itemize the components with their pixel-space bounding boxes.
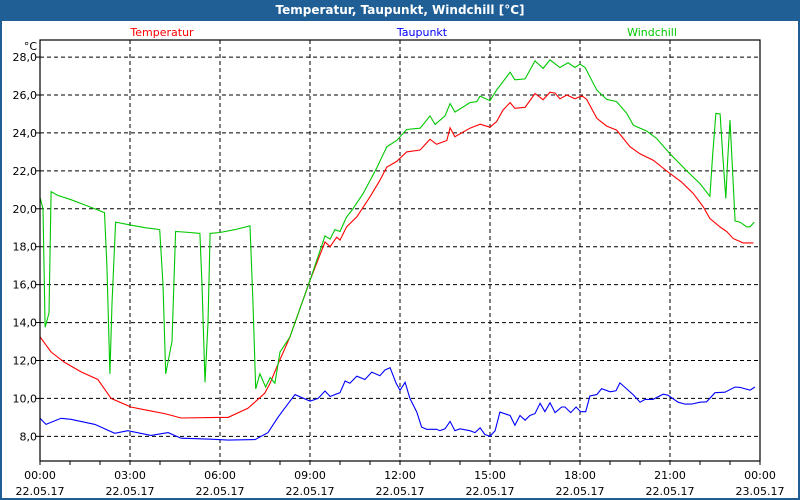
x-tick-date: 22.05.17 <box>286 485 335 498</box>
x-tick-time: 12:00 <box>384 469 416 482</box>
y-tick-label: 10,0 <box>13 392 38 405</box>
x-tick-time: 09:00 <box>294 469 326 482</box>
x-tick-date: 22.05.17 <box>196 485 245 498</box>
y-axis-unit: °C <box>24 40 38 53</box>
y-tick-label: 28,0 <box>13 51 38 64</box>
series-line-temperatur <box>39 91 754 419</box>
series-line-taupunkt <box>39 366 756 441</box>
grid-lines <box>40 40 760 461</box>
x-tick-time: 06:00 <box>204 469 236 482</box>
window-title: Temperatur, Taupunkt, Windchill [°C] <box>275 3 525 17</box>
legend-temperatur: Temperatur <box>129 26 194 39</box>
y-tick-label: 12,0 <box>13 354 38 367</box>
plot-frame <box>39 39 761 462</box>
y-tick-label: 18,0 <box>13 241 38 254</box>
y-tick-label: 16,0 <box>13 279 38 292</box>
y-tick-label: 22,0 <box>13 165 38 178</box>
x-tick-date: 22.05.17 <box>376 485 425 498</box>
x-tick-time: 18:00 <box>564 469 596 482</box>
y-tick-label: 20,0 <box>13 203 38 216</box>
x-tick-date: 22.05.17 <box>556 485 605 498</box>
axis-ticks: 8,0 10,0 12,0 14,0 16,0 18,0 20,0 22,0 24,0 26,0 2… <box>13 51 785 498</box>
x-tick-date: 23.05.17 <box>736 485 785 498</box>
x-tick-time: 21:00 <box>654 469 686 482</box>
x-tick-time: 03:00 <box>114 469 146 482</box>
x-tick-time: 00:00 <box>744 469 776 482</box>
x-tick-time: 00:00 <box>24 469 56 482</box>
x-tick-date: 22.05.17 <box>16 485 65 498</box>
x-tick-date: 22.05.17 <box>646 485 695 498</box>
legend-taupunkt: Taupunkt <box>396 26 448 39</box>
y-tick-label: 8,0 <box>20 430 38 443</box>
series-lines <box>39 59 756 441</box>
legend-windchill: Windchill <box>627 26 677 39</box>
x-tick-time: 15:00 <box>474 469 506 482</box>
x-tick-date: 22.05.17 <box>466 485 515 498</box>
x-tick-date: 22.05.17 <box>106 485 155 498</box>
y-tick-label: 26,0 <box>13 89 38 102</box>
y-tick-label: 24,0 <box>13 127 38 140</box>
series-line-windchill <box>39 59 755 390</box>
y-tick-label: 14,0 <box>13 317 38 330</box>
